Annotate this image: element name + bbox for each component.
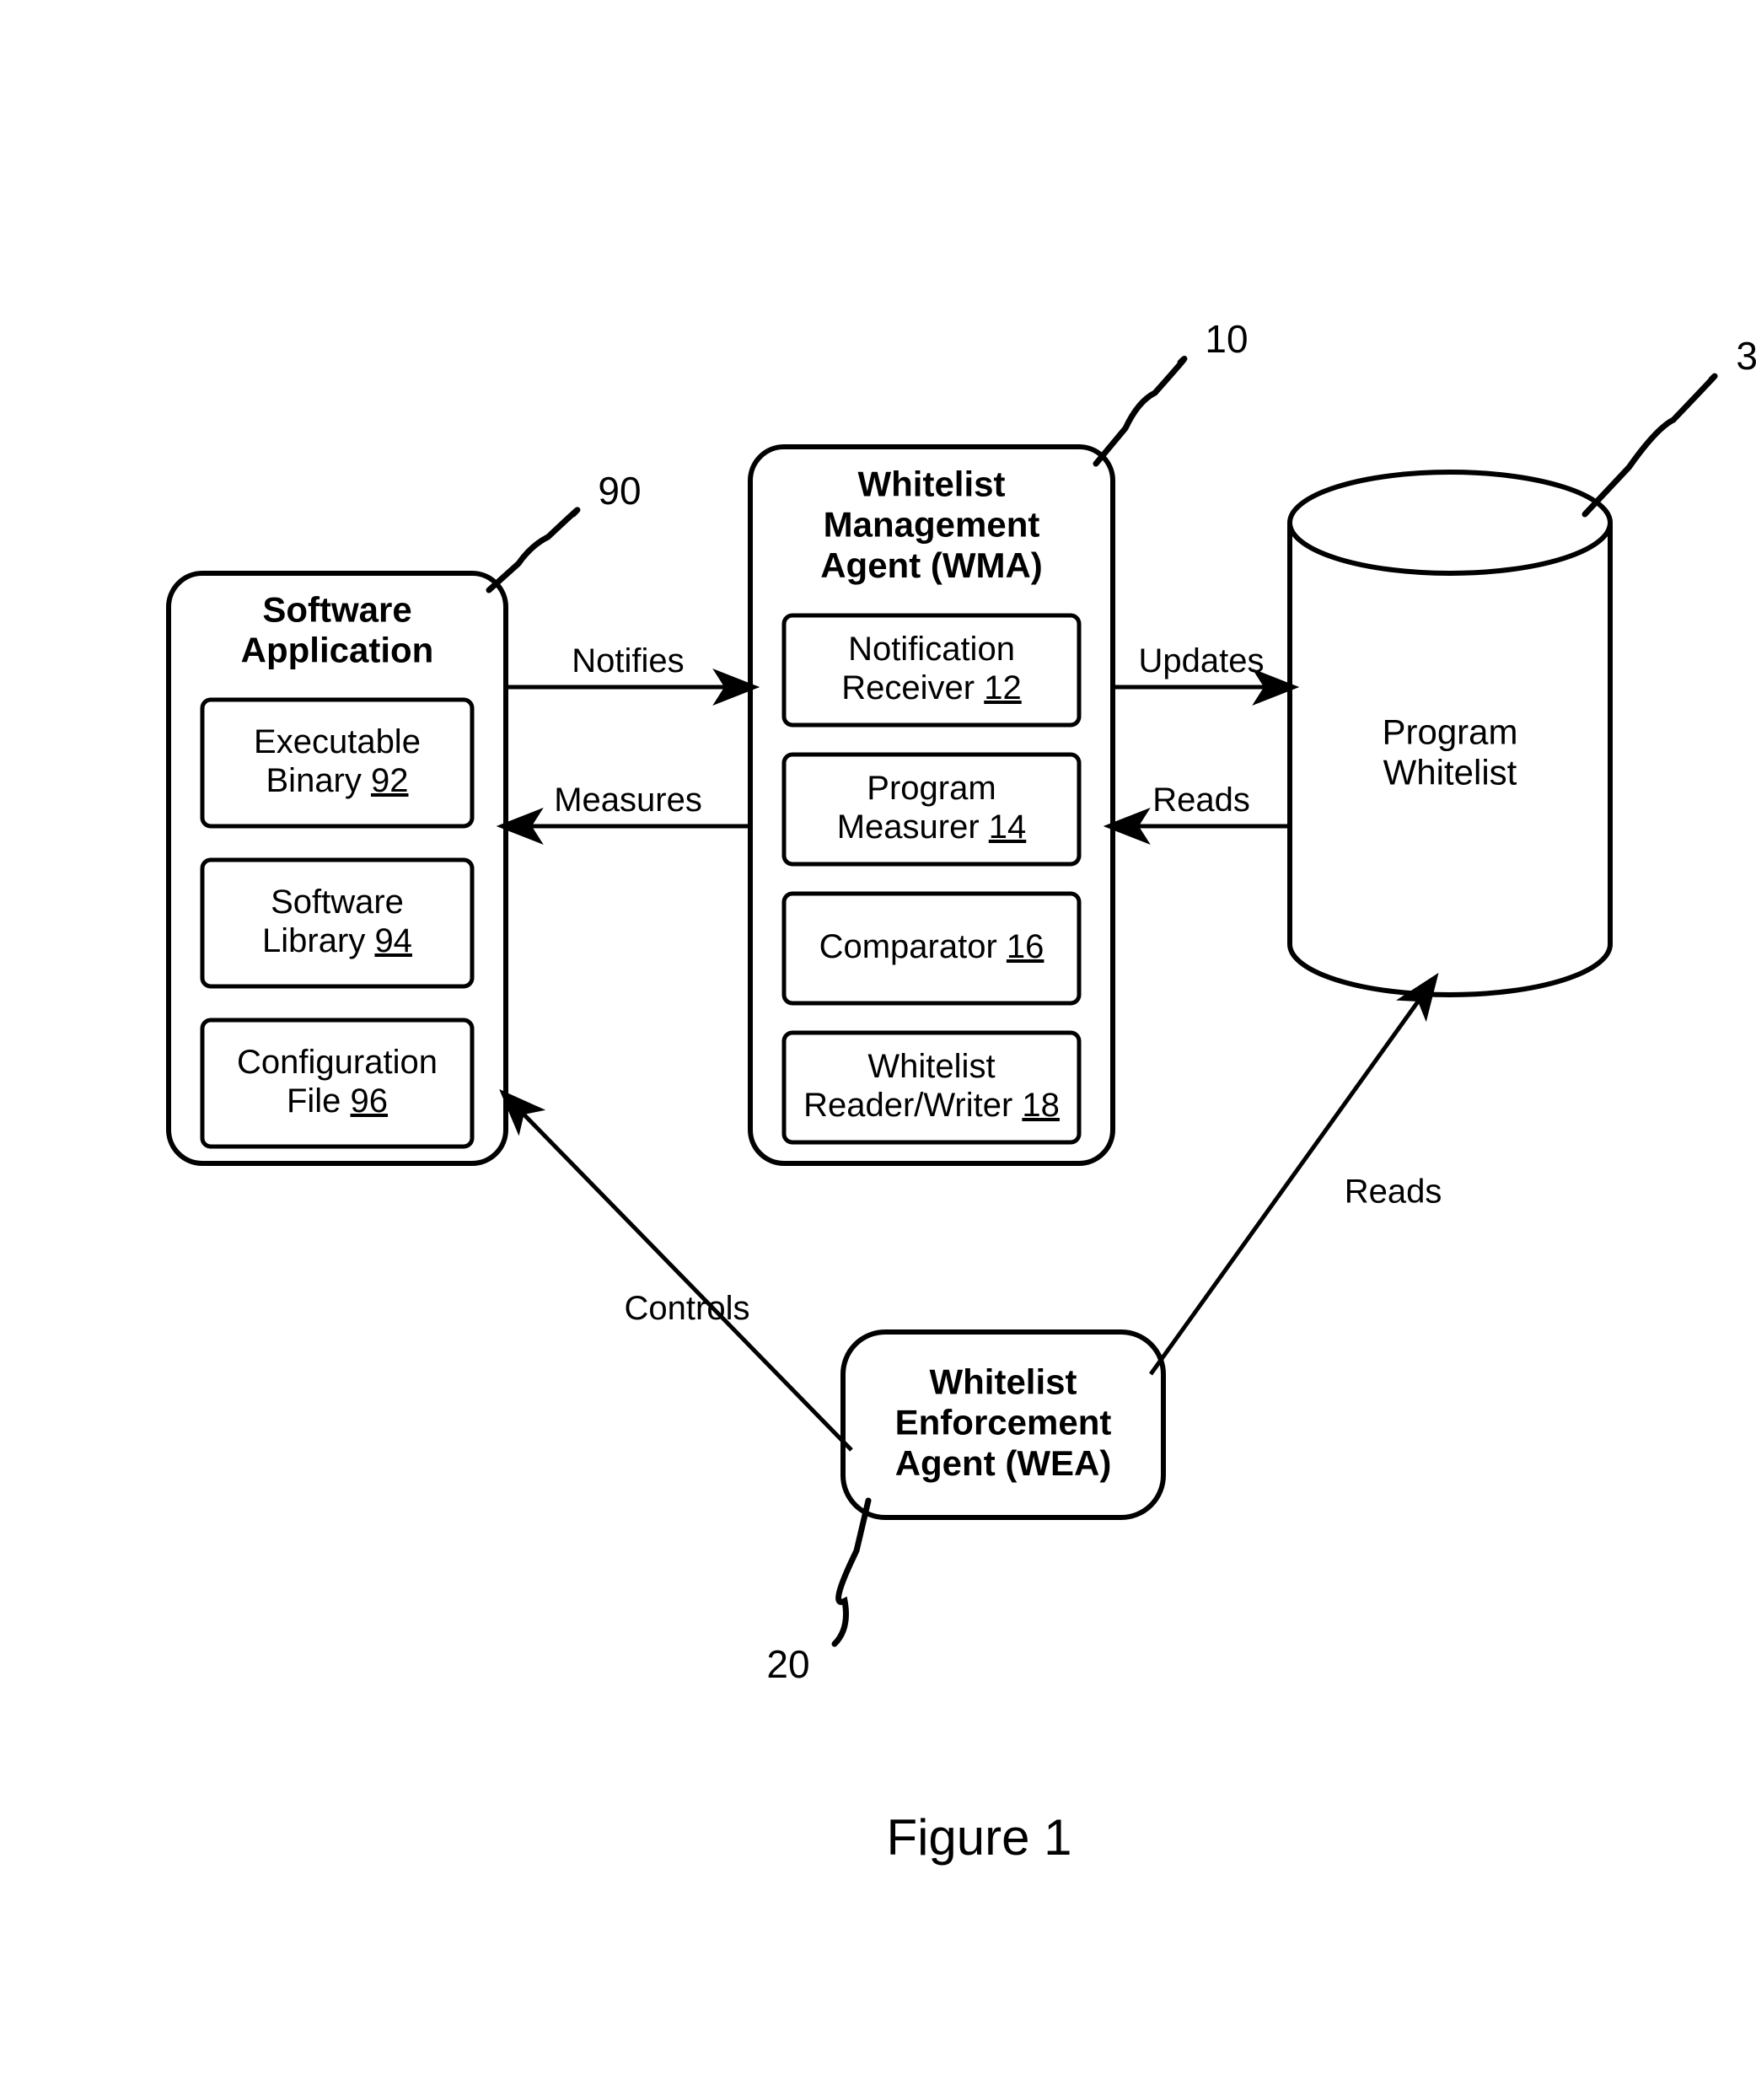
edge-label-reads-wma: Reads (1152, 781, 1250, 819)
edge-label-controls: Controls (625, 1290, 750, 1327)
figure-caption: Figure 1 (886, 1809, 1071, 1866)
program-whitelist-top (1290, 472, 1610, 573)
software-application-callout-label: 90 (598, 469, 641, 513)
software-application-title: SoftwareApplication (241, 589, 434, 669)
edge-label-notifies: Notifies (572, 642, 684, 679)
edge-label-measures: Measures (554, 781, 702, 819)
program-whitelist-label: ProgramWhitelist (1382, 712, 1517, 792)
wea-callout-label: 20 (766, 1642, 809, 1686)
wma-callout-label: 10 (1205, 317, 1248, 361)
wma-sub-label-16: Comparator 16 (819, 928, 1044, 965)
edge-label-updates: Updates (1139, 642, 1265, 679)
edge-label-reads-wea: Reads (1345, 1174, 1442, 1211)
program-whitelist-callout-label: 30 (1736, 334, 1756, 378)
